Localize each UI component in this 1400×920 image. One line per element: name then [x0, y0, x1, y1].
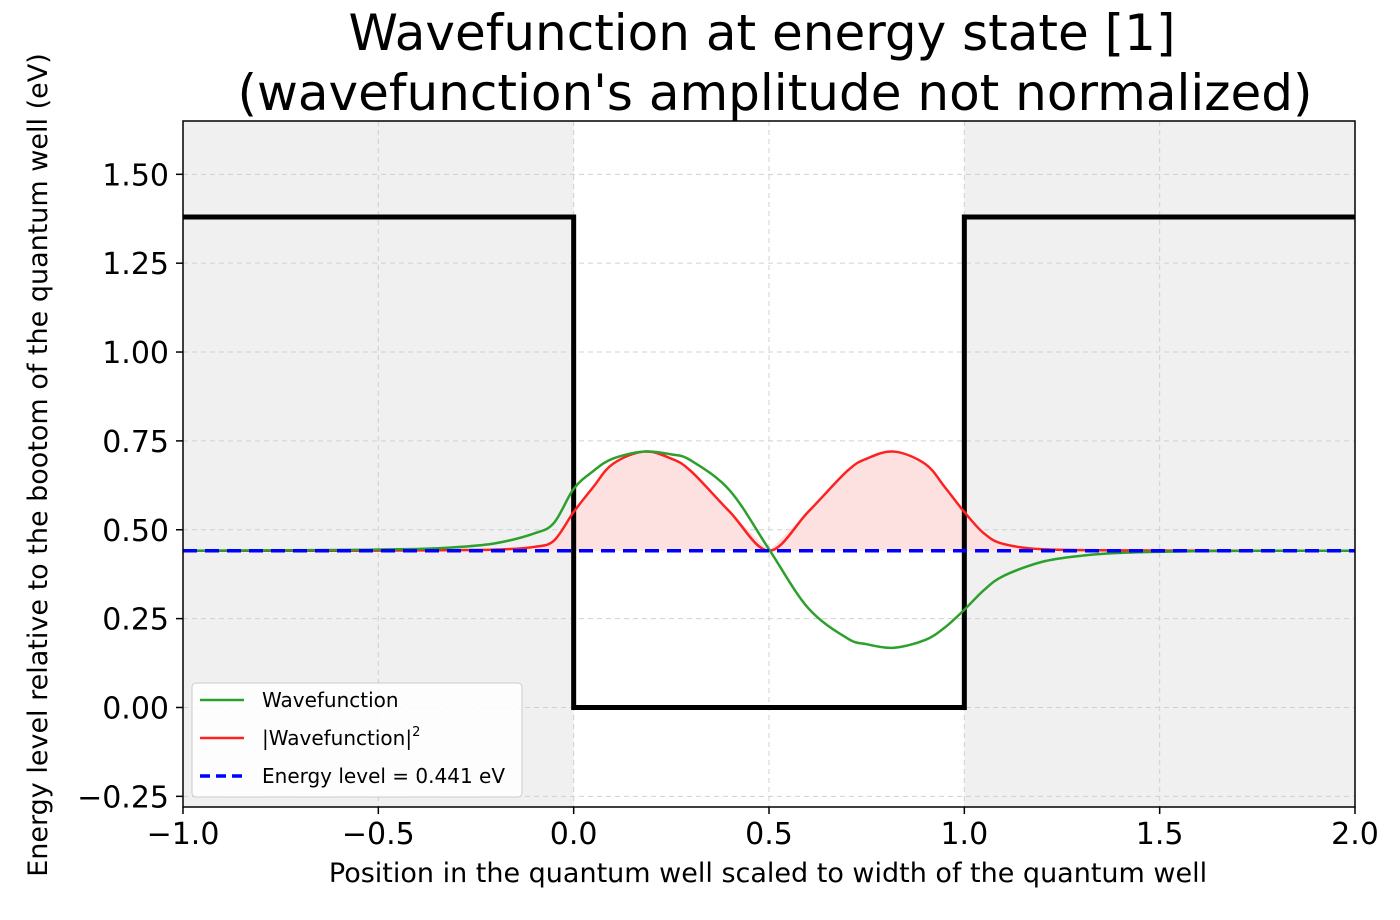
x-axis-label: Position in the quantum well scaled to w… [329, 858, 1207, 889]
x-tick-label: 0.0 [550, 817, 598, 852]
potential-well [183, 214, 1355, 710]
chart-title-line2: (wavefunction's amplitude not normalized… [238, 64, 1313, 122]
legend-label: Wavefunction [262, 688, 399, 712]
x-axis-ticks: −1.0 −0.5 0.0 0.5 1.0 1.5 2.0 [147, 807, 1379, 852]
y-tick-label: 0.25 [102, 603, 169, 638]
x-tick-label: 1.5 [1136, 817, 1184, 852]
y-axis-label: Energy level relative to the bootom of t… [23, 53, 54, 877]
legend-label: Energy level = 0.441 eV [262, 764, 505, 788]
series-lines [182, 450, 1356, 650]
y-axis-ticks: −0.25 0.00 0.25 0.50 0.75 1.00 1.25 1.50 [77, 158, 183, 815]
legend-box [191, 682, 523, 798]
legend: Wavefunction |Wavefunction|2 Energy level … [191, 682, 523, 798]
series-line-wavefunction [182, 450, 1356, 650]
y-tick-label: 1.25 [102, 247, 169, 282]
y-tick-label: 0.75 [102, 425, 169, 460]
x-tick-label: 0.5 [745, 817, 793, 852]
y-tick-label: 1.50 [102, 158, 169, 193]
legend-label: |Wavefunction|2 [262, 725, 420, 750]
y-tick-label: 0.50 [102, 514, 169, 549]
x-tick-label: −0.5 [342, 817, 415, 852]
legend-label-superscript: 2 [412, 725, 420, 740]
x-tick-label: 1.0 [940, 817, 988, 852]
x-tick-label: −1.0 [147, 817, 220, 852]
x-tick-label: 2.0 [1331, 817, 1379, 852]
y-tick-label: 0.00 [102, 691, 169, 726]
chart-title-line1: Wavefunction at energy state [1] [348, 4, 1175, 62]
y-tick-label: 1.00 [102, 336, 169, 371]
potential-line [183, 214, 1355, 710]
y-tick-label: −0.25 [77, 780, 169, 815]
